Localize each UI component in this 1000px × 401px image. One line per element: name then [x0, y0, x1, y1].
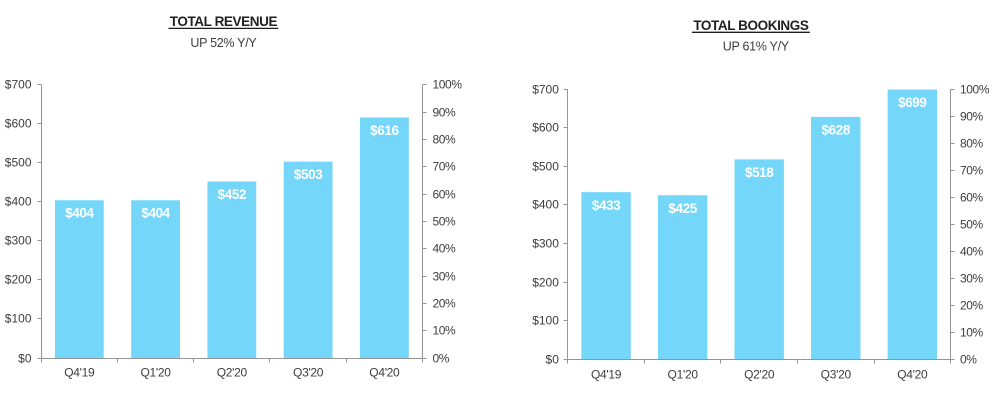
svg-text:70%: 70% [960, 163, 984, 177]
svg-text:$500: $500 [532, 159, 559, 173]
svg-text:$300: $300 [532, 236, 559, 250]
svg-text:80%: 80% [960, 136, 984, 150]
svg-text:Q4'19: Q4'19 [64, 366, 95, 380]
svg-text:Q4'20: Q4'20 [369, 366, 400, 380]
svg-text:$100: $100 [532, 313, 559, 327]
svg-text:40%: 40% [960, 244, 984, 258]
svg-text:Q3'20: Q3'20 [293, 366, 324, 380]
svg-text:$700: $700 [532, 82, 559, 96]
svg-text:$0: $0 [18, 351, 32, 365]
svg-text:$404: $404 [141, 206, 170, 221]
svg-text:100%: 100% [960, 82, 990, 96]
svg-text:30%: 30% [960, 271, 984, 285]
svg-text:$400: $400 [5, 194, 32, 208]
svg-text:60%: 60% [960, 190, 984, 204]
svg-text:$100: $100 [5, 311, 32, 325]
svg-text:UP 61% Y/Y: UP 61% Y/Y [723, 39, 790, 53]
svg-text:$200: $200 [532, 275, 559, 289]
svg-text:10%: 10% [433, 323, 457, 337]
svg-text:90%: 90% [433, 105, 457, 119]
svg-text:80%: 80% [433, 132, 457, 146]
svg-text:$425: $425 [668, 201, 697, 216]
svg-text:Q2'20: Q2'20 [217, 366, 248, 380]
svg-text:$628: $628 [822, 122, 851, 137]
svg-text:$404: $404 [65, 206, 94, 221]
svg-text:TOTAL REVENUE: TOTAL REVENUE [170, 14, 278, 29]
svg-text:Q1'20: Q1'20 [668, 368, 699, 382]
svg-text:$700: $700 [5, 77, 32, 91]
svg-text:$600: $600 [532, 120, 559, 134]
svg-text:90%: 90% [960, 109, 984, 123]
svg-text:Q4'19: Q4'19 [591, 368, 622, 382]
svg-text:$300: $300 [5, 233, 32, 247]
svg-text:TOTAL BOOKINGS: TOTAL BOOKINGS [693, 18, 809, 33]
svg-text:$699: $699 [898, 95, 926, 110]
svg-text:$452: $452 [218, 187, 246, 202]
svg-text:$200: $200 [5, 272, 32, 286]
svg-text:20%: 20% [433, 296, 457, 310]
svg-text:40%: 40% [433, 241, 457, 255]
svg-text:70%: 70% [433, 159, 457, 173]
svg-text:UP 52% Y/Y: UP 52% Y/Y [190, 36, 257, 50]
svg-text:$0: $0 [546, 352, 560, 366]
svg-text:Q3'20: Q3'20 [821, 368, 852, 382]
svg-text:0%: 0% [960, 352, 977, 366]
svg-text:Q2'20: Q2'20 [744, 368, 775, 382]
svg-text:60%: 60% [433, 187, 457, 201]
svg-text:50%: 50% [433, 214, 457, 228]
svg-text:$400: $400 [532, 197, 559, 211]
svg-text:$500: $500 [5, 155, 32, 169]
svg-text:$518: $518 [745, 165, 774, 180]
svg-text:50%: 50% [960, 217, 984, 231]
svg-text:Q1'20: Q1'20 [141, 366, 172, 380]
svg-text:Q4'20: Q4'20 [897, 368, 928, 382]
svg-text:$503: $503 [294, 167, 323, 182]
svg-text:100%: 100% [433, 77, 463, 91]
svg-text:20%: 20% [960, 298, 984, 312]
svg-text:0%: 0% [433, 351, 450, 365]
svg-text:$600: $600 [5, 116, 32, 130]
svg-text:10%: 10% [960, 325, 984, 339]
svg-text:$433: $433 [592, 198, 621, 213]
svg-text:$616: $616 [370, 123, 399, 138]
svg-text:30%: 30% [433, 269, 457, 283]
